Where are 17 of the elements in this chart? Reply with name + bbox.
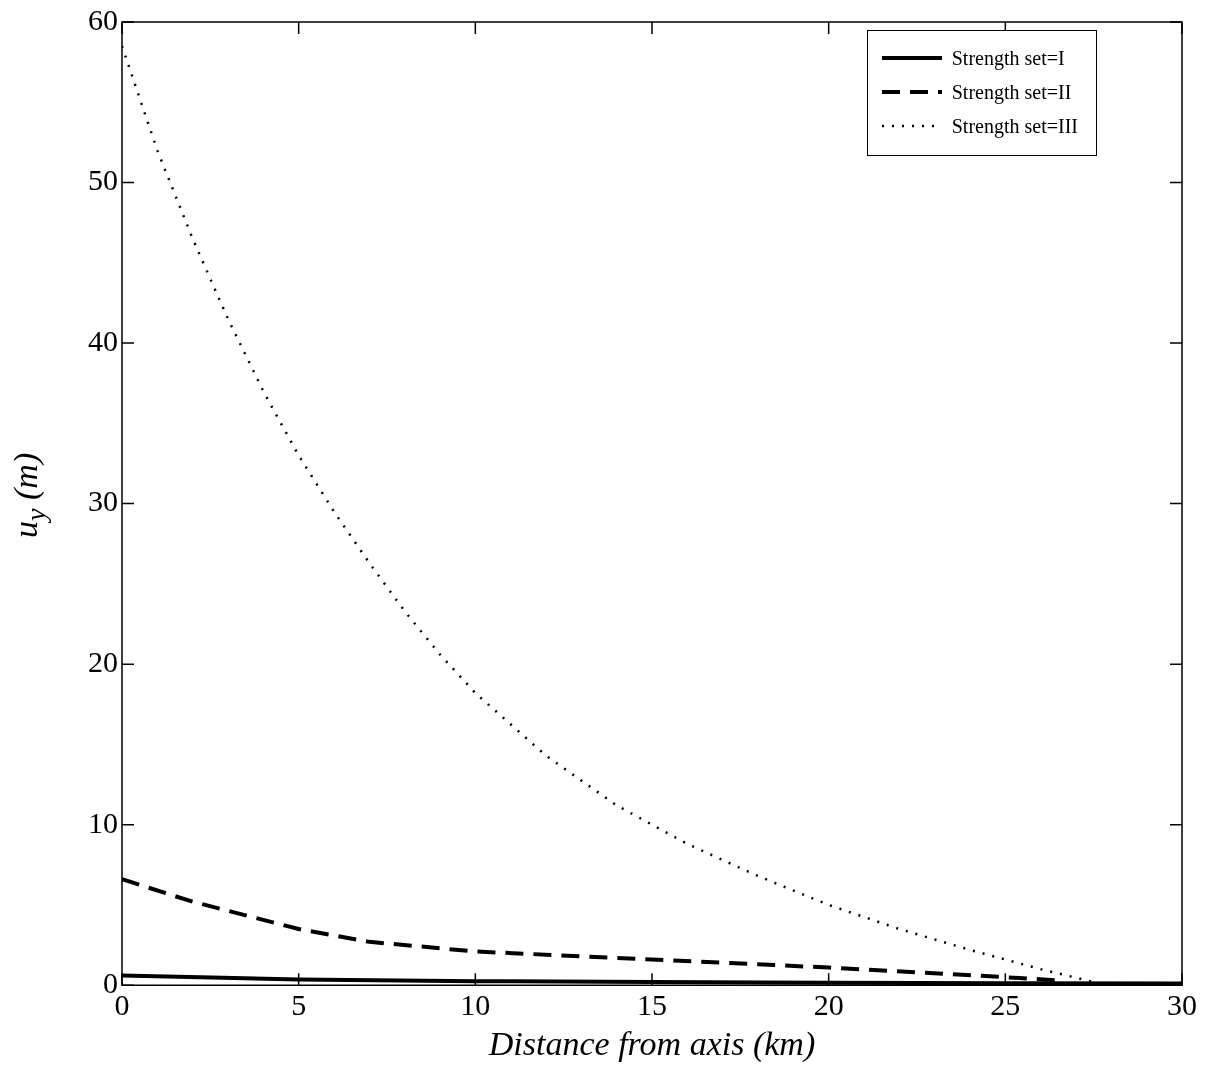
x-axis-title: Distance from axis (km) bbox=[487, 1024, 816, 1063]
x-tick-label: 10 bbox=[460, 988, 491, 1022]
y-tick-label: 0 bbox=[103, 966, 118, 1000]
y-tick-label: 20 bbox=[88, 645, 118, 679]
y-tick-label: 50 bbox=[88, 163, 118, 197]
x-tick-label: 30 bbox=[1167, 988, 1197, 1022]
x-tick-label: 5 bbox=[291, 988, 307, 1022]
y-tick-label: 30 bbox=[88, 484, 118, 518]
legend-label: Strength set=II bbox=[951, 80, 1072, 104]
y-tick-label: 40 bbox=[88, 323, 118, 357]
x-tick-label: 25 bbox=[990, 988, 1021, 1022]
y-tick-label: 60 bbox=[88, 2, 118, 36]
y-tick-label: 10 bbox=[88, 805, 118, 839]
x-tick-label: 20 bbox=[813, 988, 844, 1022]
legend-label: Strength set=I bbox=[951, 46, 1065, 70]
x-tick-label: 15 bbox=[637, 988, 667, 1022]
legend-label: Strength set=III bbox=[951, 114, 1078, 138]
